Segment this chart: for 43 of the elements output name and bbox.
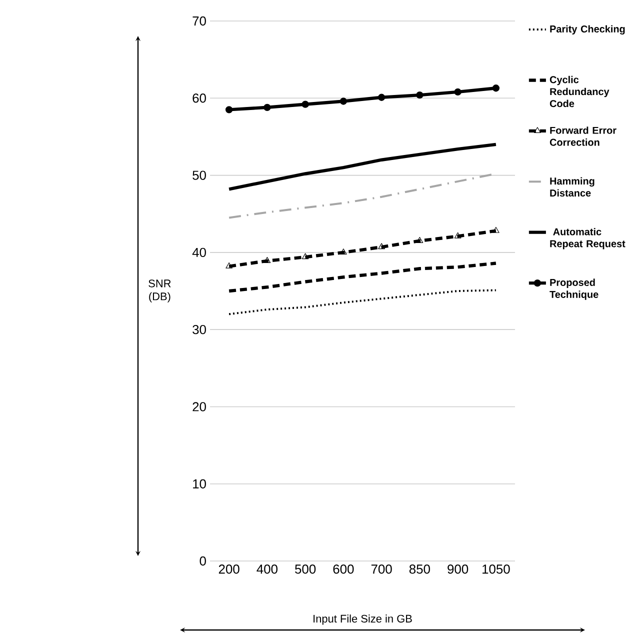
legend-label: Proposed Technique (550, 278, 598, 300)
legend-label: Forward Error Correction (550, 126, 616, 146)
legend-label: Cyclic Redundancy Code (550, 76, 610, 108)
x-tick-label: 200 (218, 564, 240, 574)
y-tick-label: 70 (192, 16, 206, 26)
point (378, 94, 386, 101)
x-tick-label: 850 (409, 564, 430, 574)
x-tick-label: 900 (448, 564, 468, 574)
y-tick-label: 30 (192, 324, 206, 334)
point (302, 253, 309, 260)
line-series (228, 289, 497, 316)
point (378, 243, 385, 250)
y-tick-label: 10 (193, 479, 206, 488)
point (225, 106, 233, 114)
y-tick-label: 40 (192, 248, 206, 258)
point (416, 236, 424, 243)
x-tick-label: 400 (256, 564, 278, 574)
x-tick-label: 500 (295, 564, 316, 574)
point (226, 262, 232, 268)
line-series (227, 142, 498, 191)
y-tick-label: 60 (192, 94, 206, 103)
x-tick-label: 700 (371, 564, 392, 574)
point (264, 104, 271, 111)
y-tick-label: 50 (192, 170, 206, 180)
x-tick-label: 1050 (482, 564, 510, 574)
point (340, 248, 347, 255)
point (264, 257, 271, 264)
point (302, 100, 309, 108)
legend-label: Automatic Repeat Request (550, 228, 626, 250)
point (416, 91, 424, 99)
point (492, 226, 500, 233)
line-series (227, 262, 498, 293)
x-axis-title: Input File Size in GB (314, 614, 412, 625)
point (454, 232, 462, 238)
point (492, 84, 500, 92)
x-tick-label: 600 (333, 564, 354, 574)
legend-label: Hamming Distance (550, 177, 594, 197)
point (454, 88, 462, 96)
point (340, 98, 348, 105)
legend-label: Parity Checking (550, 25, 625, 35)
y-tick-label: 20 (192, 402, 206, 412)
y-tick-label: 0 (200, 556, 206, 566)
y-axis-title: SNR (DB) (148, 280, 171, 302)
